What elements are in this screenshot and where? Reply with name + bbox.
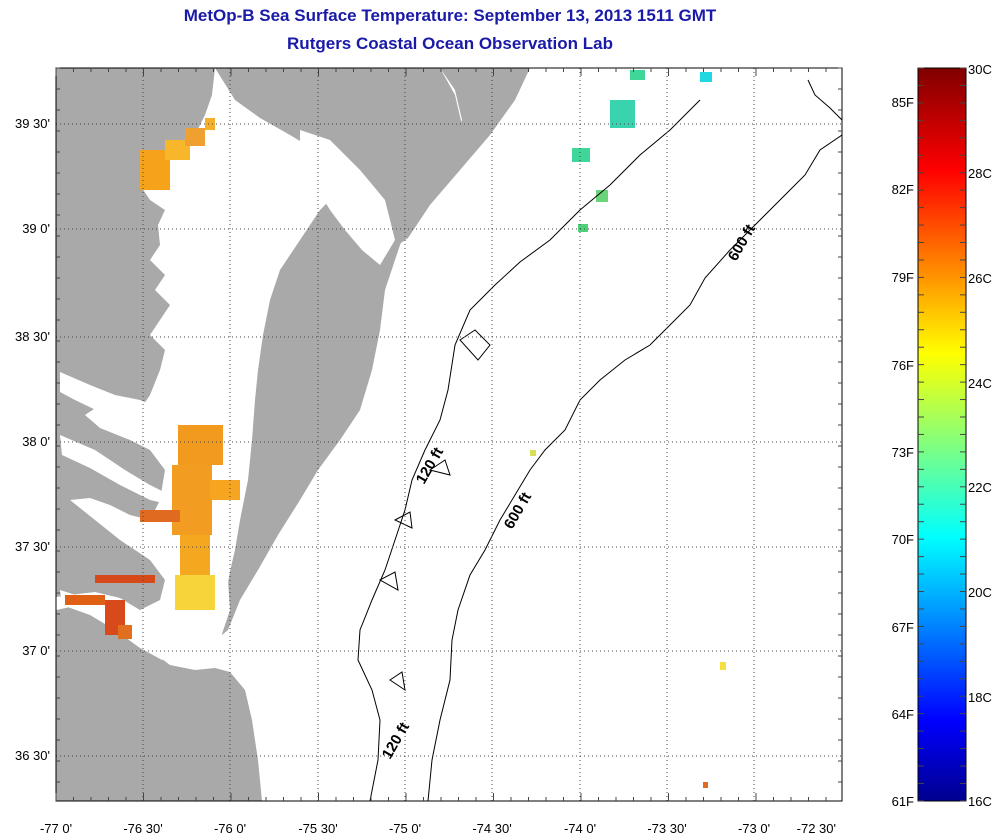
lat-label: 38 0' <box>22 434 50 449</box>
lat-label: 38 30' <box>15 329 50 344</box>
lon-label: -74 0' <box>564 821 596 836</box>
lon-label: -72 30' <box>797 821 836 836</box>
graticule <box>56 68 842 801</box>
lon-label: -73 30' <box>647 821 686 836</box>
lat-label: 37 30' <box>15 539 50 554</box>
rappahannock-river <box>60 435 172 505</box>
land-new-jersey <box>398 68 530 245</box>
contour-shelf-islands <box>378 329 491 692</box>
map-frame <box>55 67 843 802</box>
lon-label: -73 0' <box>738 821 770 836</box>
contour-coast-ne <box>807 79 842 121</box>
lat-label: 37 0' <box>22 643 50 658</box>
lon-label: -76 30' <box>123 821 162 836</box>
lat-label: 39 30' <box>15 116 50 131</box>
delaware-bay <box>300 130 395 265</box>
map-subtitle: Rutgers Coastal Ocean Observation Lab <box>287 34 613 53</box>
lat-label: 39 0' <box>22 221 50 236</box>
land-southern-va <box>56 605 262 801</box>
sst-pixels <box>65 70 726 788</box>
land-delmarva <box>215 68 462 635</box>
map-title: MetOp-B Sea Surface Temperature: Septemb… <box>183 6 717 25</box>
lon-label: -77 0' <box>40 821 72 836</box>
potomac-river <box>60 372 180 432</box>
contour-120ft <box>357 99 701 801</box>
lon-label: -75 0' <box>389 821 421 836</box>
land-western-shore <box>56 68 215 610</box>
axis-ticks <box>55 67 842 801</box>
longitude-labels: -77 0' -76 30' -76 0' -75 30' -75 0' -74… <box>40 821 836 836</box>
lon-label: -76 0' <box>214 821 246 836</box>
lon-label: -74 30' <box>472 821 511 836</box>
lon-label: -75 30' <box>298 821 337 836</box>
lat-label: 36 30' <box>15 748 50 763</box>
latitude-labels: 39 30' 39 0' 38 30' 38 0' 37 30' 37 0' 3… <box>15 116 50 763</box>
